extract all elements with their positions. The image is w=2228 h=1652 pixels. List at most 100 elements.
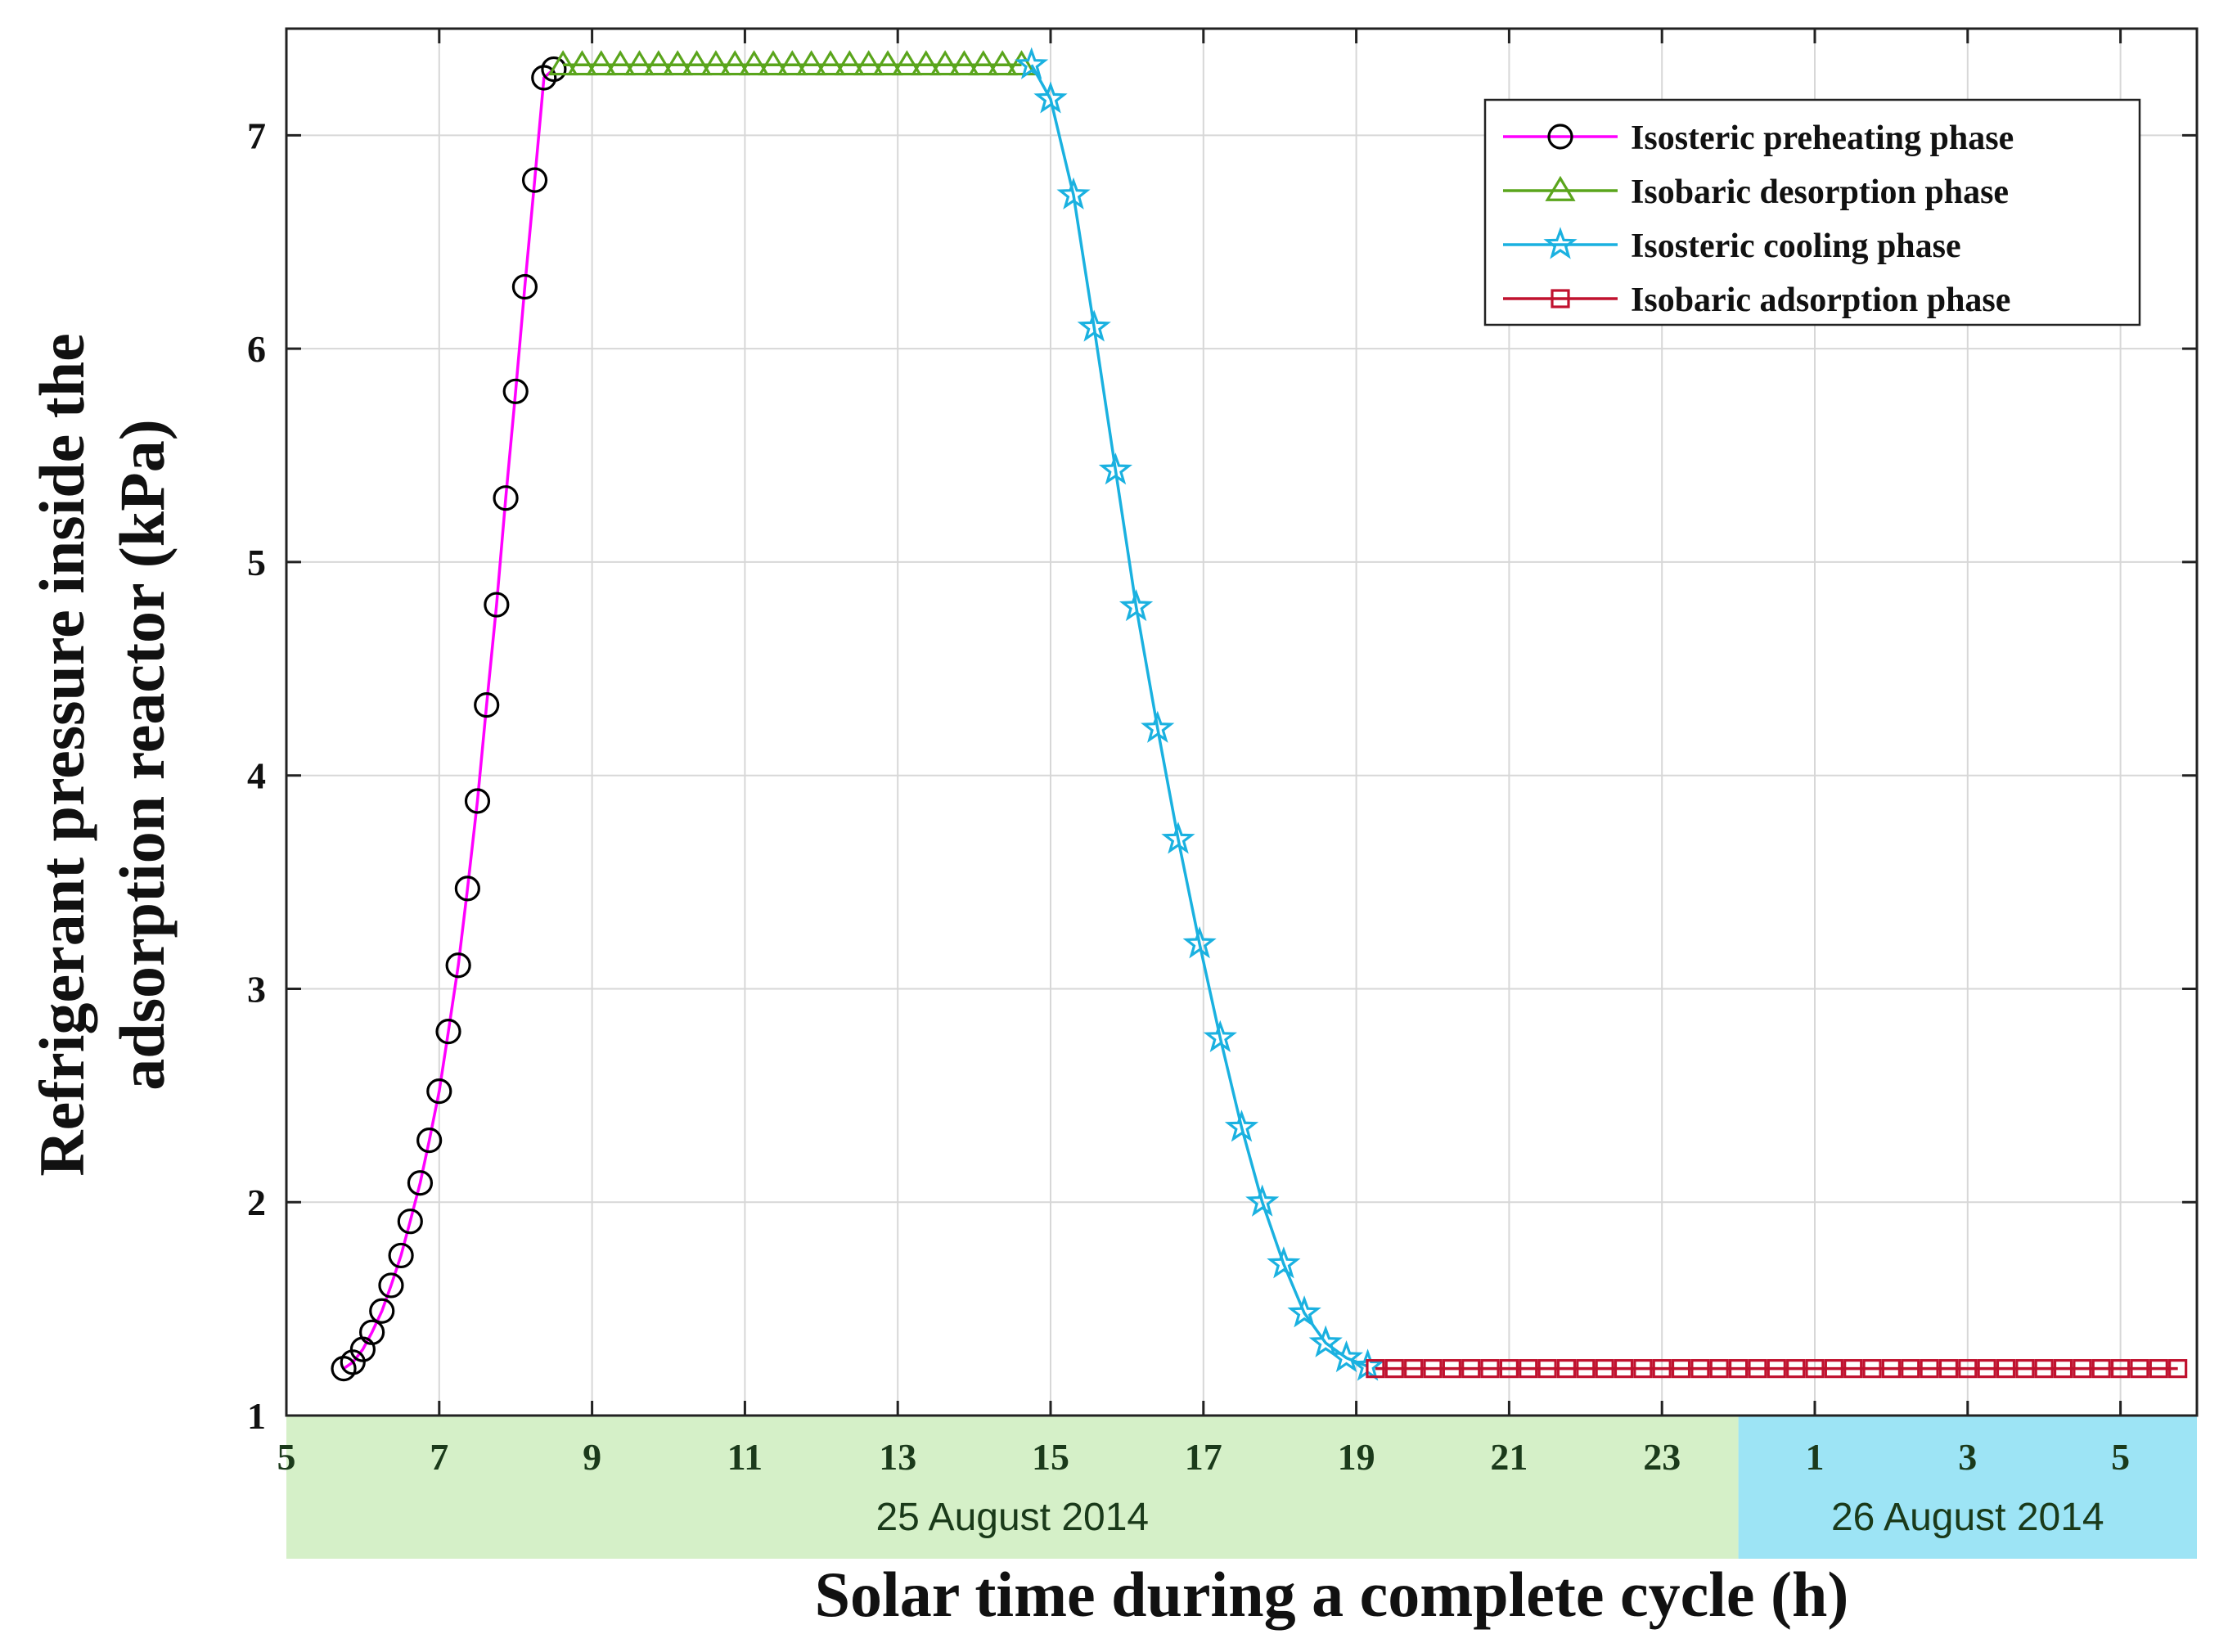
- data-point: [643, 50, 674, 76]
- legend-label: Isosteric cooling phase: [1631, 227, 1961, 265]
- data-point: [605, 50, 636, 76]
- y-tick-label: 5: [247, 542, 266, 583]
- legend-item: Isobaric adsorption phase: [1503, 281, 2010, 319]
- data-point: [407, 1170, 434, 1196]
- data-point: [566, 50, 598, 76]
- data-point: [700, 50, 731, 76]
- data-point: [739, 50, 770, 76]
- y-axis-label-line-1: Refrigerant pressure inside the: [26, 333, 97, 1177]
- data-point: [1614, 1359, 1634, 1379]
- data-point: [1161, 821, 1195, 854]
- data-point: [1786, 1359, 1806, 1379]
- series-line: [343, 68, 556, 1371]
- data-point: [796, 50, 827, 76]
- data-point: [416, 1128, 443, 1154]
- data-point: [911, 50, 942, 76]
- legend-swatch-marker: [1547, 124, 1573, 150]
- data-point: [397, 1209, 423, 1235]
- data-point: [1366, 1359, 1385, 1379]
- data-point: [776, 50, 808, 76]
- y-tick-label: 6: [247, 328, 266, 370]
- data-point: [662, 50, 693, 76]
- data-point: [1098, 452, 1133, 485]
- data-point: [454, 876, 480, 902]
- data-point: [1595, 1359, 1614, 1379]
- data-point: [1033, 81, 1068, 114]
- data-point: [872, 50, 903, 76]
- legend-swatch-marker: [1551, 289, 1570, 308]
- series-layer: [331, 47, 2188, 1382]
- data-point: [1633, 1359, 1653, 1379]
- data-point: [1977, 1359, 1996, 1379]
- data-point: [1461, 1359, 1481, 1379]
- data-point: [1056, 177, 1091, 210]
- data-point: [1671, 1359, 1691, 1379]
- data-point: [681, 50, 713, 76]
- x-tick-label: 5: [277, 1436, 296, 1478]
- series-4: [1366, 1359, 2188, 1379]
- data-point: [359, 1319, 385, 1345]
- data-point: [435, 1019, 461, 1045]
- data-point: [1308, 1325, 1343, 1357]
- data-point: [1119, 589, 1154, 622]
- data-point: [1805, 1359, 1825, 1379]
- data-point: [1480, 1359, 1500, 1379]
- data-point: [1006, 50, 1037, 76]
- data-point: [1141, 710, 1175, 743]
- data-point: [987, 50, 1018, 76]
- data-point: [2091, 1359, 2111, 1379]
- data-point: [948, 50, 980, 76]
- date-band: [286, 1416, 1739, 1559]
- data-point: [1442, 1359, 1461, 1379]
- data-point: [369, 1298, 395, 1324]
- x-ticks: 5 7 9 11 13 15 17 19 21 23 1 3 5: [277, 29, 2130, 1478]
- x-tick-label: 5: [2111, 1436, 2130, 1478]
- data-point: [1203, 1020, 1237, 1053]
- data-point: [426, 1078, 452, 1105]
- data-point: [1556, 1359, 1577, 1379]
- data-point: [2130, 1359, 2149, 1379]
- date-band-label: 25 August 2014: [875, 1496, 1149, 1539]
- data-point: [1901, 1359, 1920, 1379]
- data-point: [1729, 1359, 1749, 1379]
- y-tick-label: 2: [247, 1182, 266, 1223]
- data-point: [1690, 1359, 1710, 1379]
- legend-label: Isobaric adsorption phase: [1631, 281, 2010, 319]
- x-tick-label: 3: [1958, 1436, 1977, 1478]
- date-band: [1738, 1416, 2197, 1559]
- date-band-label: 26 August 2014: [1831, 1496, 2104, 1539]
- data-point: [474, 692, 500, 718]
- date-band-labels: 25 August 2014 26 August 2014: [875, 1496, 2104, 1539]
- data-point: [853, 50, 884, 76]
- data-point: [1245, 1184, 1280, 1217]
- data-point: [340, 1349, 366, 1375]
- data-point: [464, 788, 491, 814]
- y-axis-label: Refrigerant pressure inside the adsorpti…: [26, 333, 178, 1177]
- legend-item: Isosteric preheating phase: [1503, 119, 2014, 157]
- data-point: [623, 50, 655, 76]
- date-bands: [286, 1416, 2197, 1559]
- x-tick-label: 15: [1032, 1436, 1069, 1478]
- data-point: [1862, 1359, 1882, 1379]
- x-tick-label: 1: [1806, 1436, 1825, 1478]
- data-point: [1404, 1359, 1424, 1379]
- series-2: [547, 50, 1037, 76]
- data-point: [1499, 1359, 1519, 1379]
- x-tick-label: 21: [1490, 1436, 1528, 1478]
- x-tick-label: 11: [727, 1436, 763, 1478]
- data-point: [834, 50, 865, 76]
- data-point: [758, 50, 789, 76]
- data-point: [484, 592, 510, 618]
- data-point: [1077, 309, 1111, 342]
- data-point: [521, 167, 548, 193]
- data-point: [1748, 1359, 1767, 1379]
- series-line: [1030, 64, 1369, 1368]
- plot-frame: [285, 27, 2199, 1417]
- x-tick-label: 19: [1338, 1436, 1375, 1478]
- legend: Isosteric preheating phase Isobaric desor…: [1483, 98, 2141, 326]
- y-tick-label: 7: [247, 115, 266, 156]
- data-point: [2034, 1359, 2054, 1379]
- y-axis-label-line-2: adsorption reactor (kPa): [106, 419, 178, 1090]
- data-point: [586, 50, 617, 76]
- x-tick-label: 13: [879, 1436, 916, 1478]
